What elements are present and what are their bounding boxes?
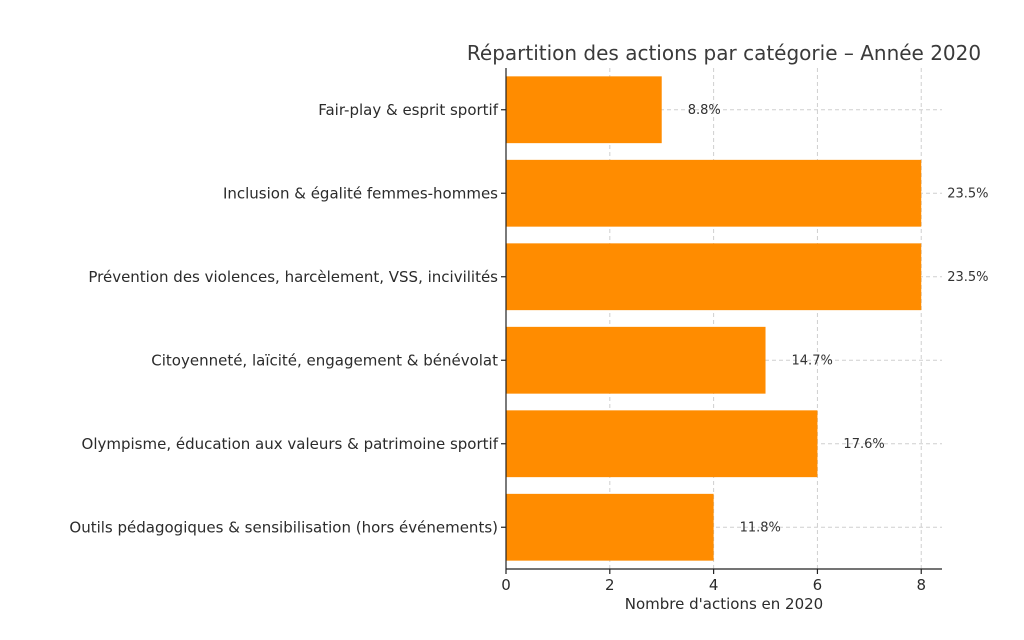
bar [506, 493, 714, 561]
bar [506, 243, 922, 311]
bar [506, 326, 766, 394]
x-tick-label: 2 [605, 576, 615, 594]
x-tick-label: 0 [501, 576, 511, 594]
category-labels: Fair-play & esprit sportif Inclusion & ég… [69, 101, 498, 537]
x-tick-label: 6 [813, 576, 823, 594]
category-label: Citoyenneté, laïcité, engagement & bénév… [151, 351, 498, 369]
data-label: 17.6% [843, 437, 884, 452]
x-axis-label: Nombre d'actions en 2020 [625, 595, 823, 613]
category-label: Inclusion & égalité femmes-hommes [223, 184, 498, 202]
category-label: Outils pédagogiques & sensibilisation (h… [69, 518, 498, 536]
x-axis-ticks: 0 2 4 6 8 [501, 109, 926, 594]
data-label: 11.8% [740, 520, 781, 535]
data-label: 23.5% [947, 186, 988, 201]
category-label: Fair-play & esprit sportif [318, 101, 498, 119]
bar [506, 410, 818, 478]
x-tick-label: 4 [709, 576, 719, 594]
bars [506, 76, 922, 561]
x-tick-label: 8 [916, 576, 926, 594]
category-label: Olympisme, éducation aux valeurs & patri… [82, 435, 499, 453]
chart-title: Répartition des actions par catégorie – … [467, 41, 981, 65]
category-label: Prévention des violences, harcèlement, V… [88, 268, 498, 286]
bar [506, 159, 922, 227]
data-labels: 8.8% 23.5% 23.5% 14.7% 17.6% 11.8% [688, 103, 989, 536]
data-label: 14.7% [792, 353, 833, 368]
data-label: 23.5% [947, 270, 988, 285]
data-label: 8.8% [688, 103, 721, 118]
bar [506, 76, 662, 144]
